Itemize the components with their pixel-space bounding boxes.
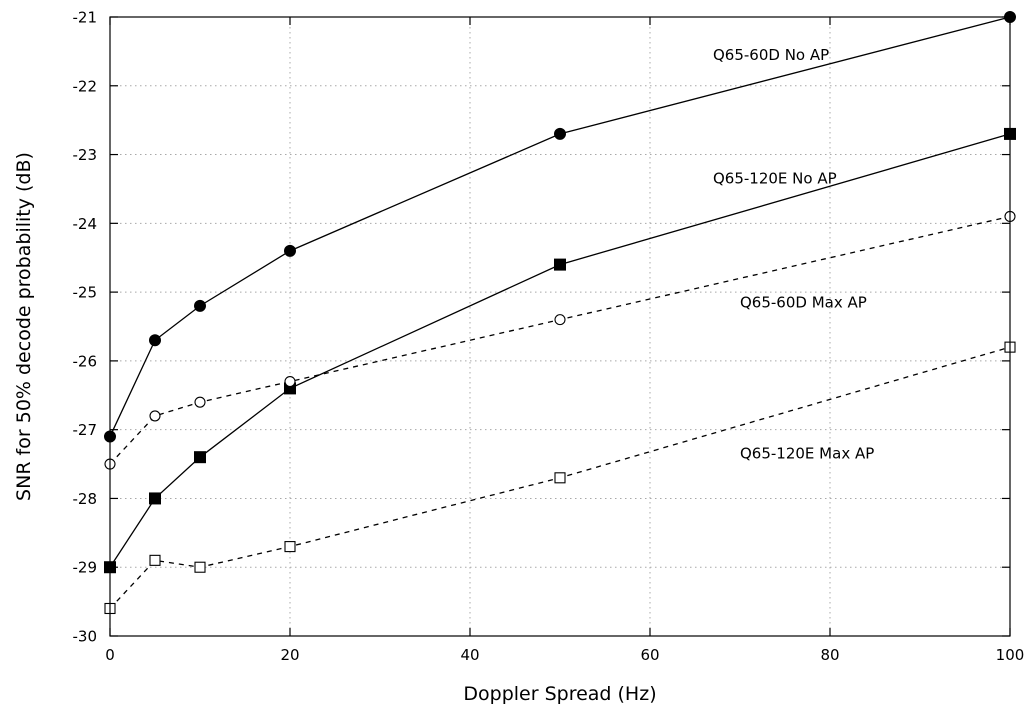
data-point (149, 492, 161, 505)
data-point (194, 451, 206, 464)
y-axis-ticks: -30 -29 -28 -27 -26 -25 -24 -23 -22 -21 (73, 9, 1010, 646)
series-q65-120e-max-ap (104, 341, 1016, 615)
data-point (554, 127, 566, 140)
data-point (149, 334, 161, 347)
x-tick-label: 0 (105, 646, 115, 664)
y-tick-label: -26 (73, 352, 98, 370)
y-tick-label: -23 (73, 146, 98, 164)
series-q65-60d-max-ap (104, 210, 1016, 470)
series-label: Q65-60D No AP (713, 46, 829, 64)
data-point (194, 299, 206, 312)
x-axis-ticks: 0 20 40 60 80 100 (105, 17, 1024, 664)
x-tick-label: 60 (640, 646, 659, 664)
series-line (109, 133, 1011, 568)
series-label: Q65-120E Max AP (740, 445, 874, 463)
data-point (284, 541, 296, 553)
data-point (284, 375, 296, 388)
series-line (109, 215, 1011, 465)
grid-lines (110, 17, 1010, 636)
y-tick-label: -24 (73, 215, 98, 233)
series-q65-60d-no-ap (104, 11, 1016, 443)
data-point (554, 258, 566, 271)
y-tick-label: -29 (73, 559, 98, 577)
data-point (554, 314, 566, 326)
annotations: Q65-60D No AP Q65-120E No AP Q65-60D Max A… (713, 46, 874, 463)
y-tick-label: -21 (73, 9, 98, 27)
data-point (284, 244, 296, 257)
series-line (109, 16, 1011, 437)
data-point (149, 410, 161, 422)
x-tick-label: 20 (280, 646, 299, 664)
data-point (194, 396, 206, 408)
data-point (149, 554, 161, 566)
series-label: Q65-120E No AP (713, 170, 837, 188)
series-layer (104, 11, 1016, 615)
data-point (194, 561, 206, 573)
y-tick-label: -28 (73, 490, 98, 508)
x-axis-title: Doppler Spread (Hz) (463, 683, 656, 705)
y-tick-label: -30 (73, 628, 98, 646)
series-q65-120e-no-ap (104, 127, 1016, 574)
series-line (109, 346, 1011, 609)
x-tick-label: 40 (460, 646, 479, 664)
y-axis-title: SNR for 50% decode probability (dB) (13, 152, 35, 501)
y-tick-label: -22 (73, 77, 98, 95)
plot-frame (109, 16, 1011, 637)
data-point (554, 472, 566, 484)
x-tick-label: 100 (996, 646, 1025, 664)
y-tick-label: -27 (73, 421, 98, 439)
x-tick-label: 80 (820, 646, 839, 664)
y-tick-label: -25 (73, 284, 98, 302)
series-label: Q65-60D Max AP (740, 293, 867, 311)
